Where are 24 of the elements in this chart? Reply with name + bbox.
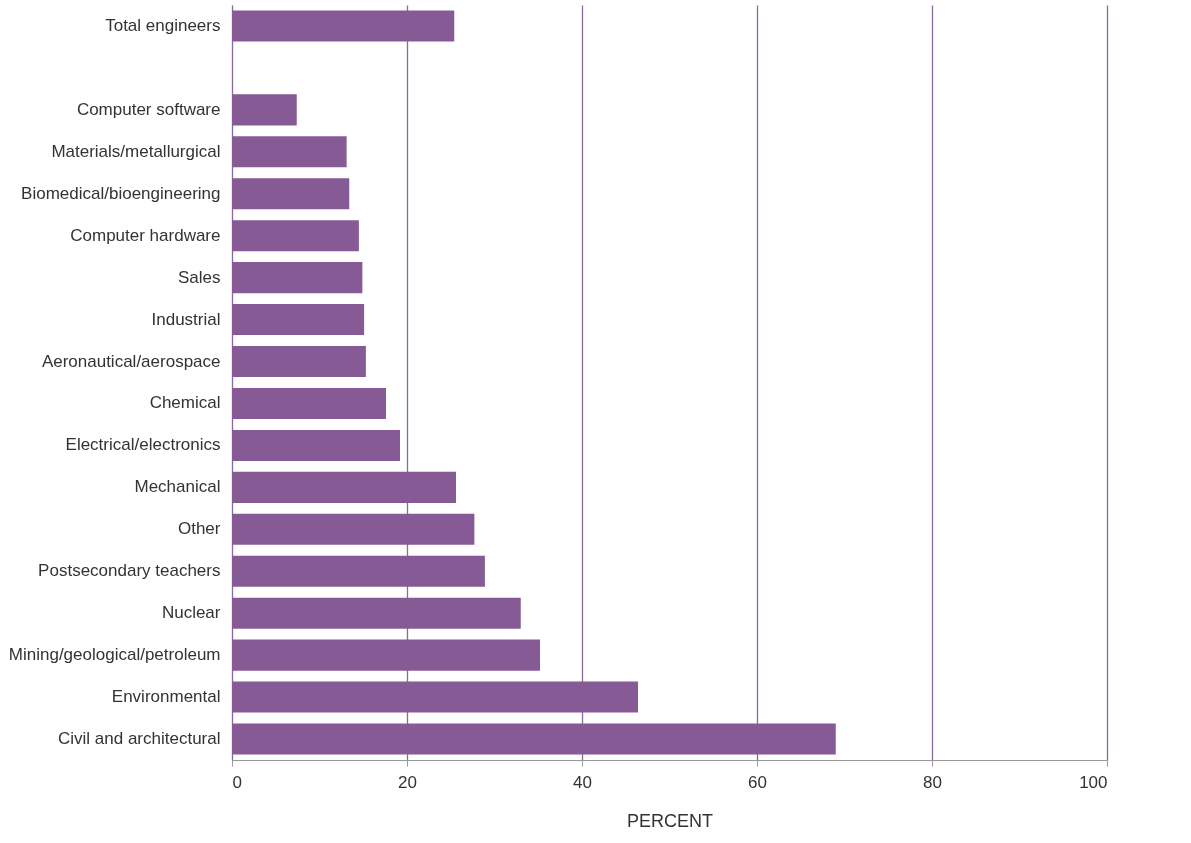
y-tick-label: Electrical/electronics xyxy=(65,435,221,455)
y-tick-label: Computer software xyxy=(76,99,221,119)
x-tick-label: 100 xyxy=(1079,772,1108,792)
y-tick-label: Nuclear xyxy=(161,603,221,623)
x-tick-label: 60 xyxy=(748,772,767,792)
x-tick-label: 80 xyxy=(923,772,942,792)
x-tick-label: 20 xyxy=(398,772,417,792)
y-tick-label: Sales xyxy=(177,267,221,287)
x-axis-title: PERCENT xyxy=(626,810,714,831)
y-tick-label: Industrial xyxy=(151,309,221,329)
y-tick-label: Postsecondary teachers xyxy=(38,561,221,581)
y-tick-label: Other xyxy=(177,519,221,539)
y-tick-label: Materials/metallurgical xyxy=(51,141,221,161)
y-tick-label: Total engineers xyxy=(105,15,221,35)
y-tick-label: Computer hardware xyxy=(70,225,221,245)
y-tick-label: Mining/geological/petroleum xyxy=(8,645,221,665)
y-tick-label: Biomedical/bioengineering xyxy=(21,183,221,203)
y-tick-label: Aeronautical/aerospace xyxy=(41,351,221,371)
y-tick-label: Environmental xyxy=(111,687,221,707)
x-tick-label: 0 xyxy=(232,772,242,792)
x-tick-label: 40 xyxy=(573,772,592,792)
y-tick-label: Chemical xyxy=(149,393,221,413)
y-tick-label: Civil and architectural xyxy=(57,729,221,749)
y-tick-label: Mechanical xyxy=(134,477,221,497)
